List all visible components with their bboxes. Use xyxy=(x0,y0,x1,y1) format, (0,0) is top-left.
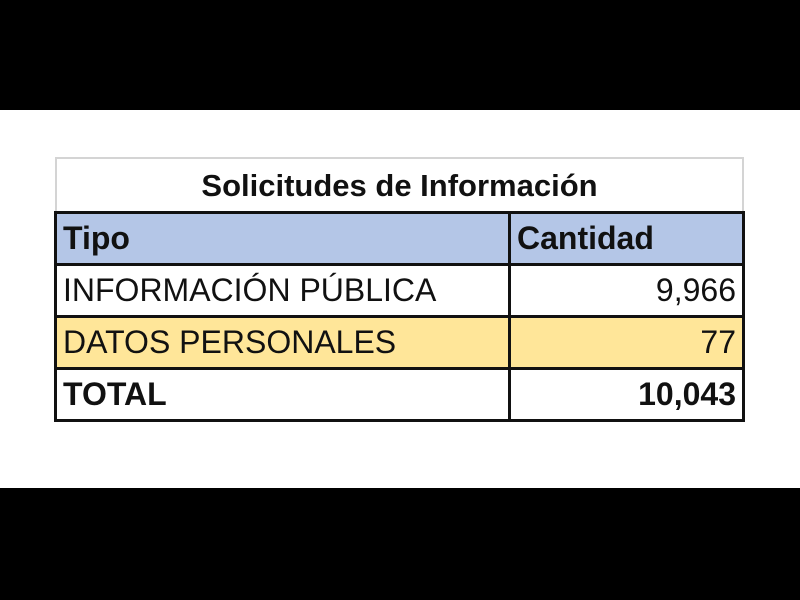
total-label: TOTAL xyxy=(54,367,511,422)
total-value: 10,043 xyxy=(508,367,745,422)
table: Tipo Cantidad INFORMACIÓN PÚBLICA 9,966 … xyxy=(54,211,745,422)
count-cell: 9,966 xyxy=(508,263,745,318)
count-cell: 77 xyxy=(508,315,745,370)
header-row: Tipo Cantidad xyxy=(54,211,745,266)
header-cell: Tipo xyxy=(54,211,511,266)
table-row: DATOS PERSONALES 77 xyxy=(54,315,745,370)
header-cell: Cantidad xyxy=(508,211,745,266)
type-cell: DATOS PERSONALES xyxy=(54,315,511,370)
table-title: Solicitudes de Información xyxy=(55,157,744,212)
total-row: TOTAL 10,043 xyxy=(54,367,745,422)
type-cell: INFORMACIÓN PÚBLICA xyxy=(54,263,511,318)
table-row: INFORMACIÓN PÚBLICA 9,966 xyxy=(54,263,745,318)
